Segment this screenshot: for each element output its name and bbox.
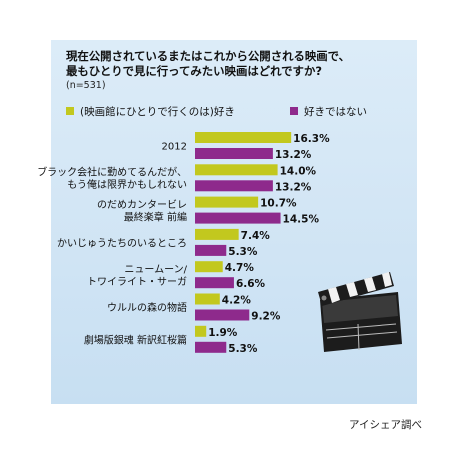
legend-swatch-like — [66, 107, 74, 115]
chart-title-line-1: 現在公開されているまたはこれから公開される映画で、 — [66, 49, 350, 63]
category-label: ブラック会社に勤めてるんだが、 — [37, 166, 187, 179]
category-label: もう俺は限界かもしれない — [67, 178, 187, 191]
category-label: 2012 — [162, 142, 187, 153]
data-label: 9.2% — [251, 311, 281, 323]
bar — [195, 325, 207, 337]
legend-swatch-dislike — [290, 107, 298, 115]
category-label: のだめカンタービレ — [97, 199, 187, 211]
chart-title: 現在公開されているまたはこれから公開される映画で、 最もひとりで見に行ってみたい… — [66, 49, 411, 79]
legend-item-dislike: 好きではない — [290, 104, 367, 118]
data-label: 13.2% — [275, 181, 312, 193]
bar — [195, 148, 273, 159]
data-label: 6.6% — [236, 278, 266, 290]
data-label: 4.2% — [222, 295, 252, 307]
bar — [195, 132, 292, 143]
category-label: ウルルの森の物語 — [107, 301, 187, 314]
data-label: 16.3% — [293, 133, 330, 145]
category-label: 最終楽章 前編 — [124, 210, 187, 223]
bar — [195, 196, 259, 208]
data-label: 14.0% — [280, 165, 317, 177]
clapperboard-icon — [318, 272, 402, 352]
bar — [195, 293, 220, 305]
data-label: 13.2% — [275, 149, 312, 161]
legend-label-like: (映画館にひとりで行くのは)好き — [80, 105, 235, 118]
bars-layer: 2012 16.3% 13.2% ブラック会社に勤めてるんだが、もう俺は限界かもしれな… — [37, 132, 330, 355]
bar — [195, 261, 223, 273]
data-label: 14.5% — [283, 214, 320, 226]
bar — [195, 180, 273, 192]
bar — [195, 277, 234, 289]
bar — [195, 244, 227, 256]
bar — [195, 309, 250, 321]
sample-size: (n=531) — [66, 80, 106, 91]
data-label: 5.3% — [228, 343, 258, 355]
data-label: 4.7% — [225, 262, 255, 274]
legend-item-like: (映画館にひとりで行くのは)好き — [66, 104, 235, 118]
source-label: アイシェア調べ — [349, 419, 422, 431]
data-label: 10.7% — [260, 198, 297, 210]
category-label: かいじゅうたちのいるところ — [57, 237, 187, 249]
data-label: 5.3% — [228, 246, 258, 258]
category-label: ニュームーン/ — [124, 263, 187, 275]
data-label: 1.9% — [208, 327, 238, 339]
bar — [195, 228, 239, 240]
chart-title-line-2: 最もひとりで見に行ってみたい映画はどれですか? — [66, 64, 322, 78]
category-label: 劇場版銀魂 新訳紅桜篇 — [84, 333, 187, 346]
bar — [195, 341, 227, 353]
bar — [195, 212, 281, 224]
data-label: 7.4% — [241, 230, 271, 242]
category-label: トワイライト・サーガ — [87, 276, 187, 288]
legend-label-dislike: 好きではない — [304, 105, 367, 118]
bar — [195, 164, 278, 176]
